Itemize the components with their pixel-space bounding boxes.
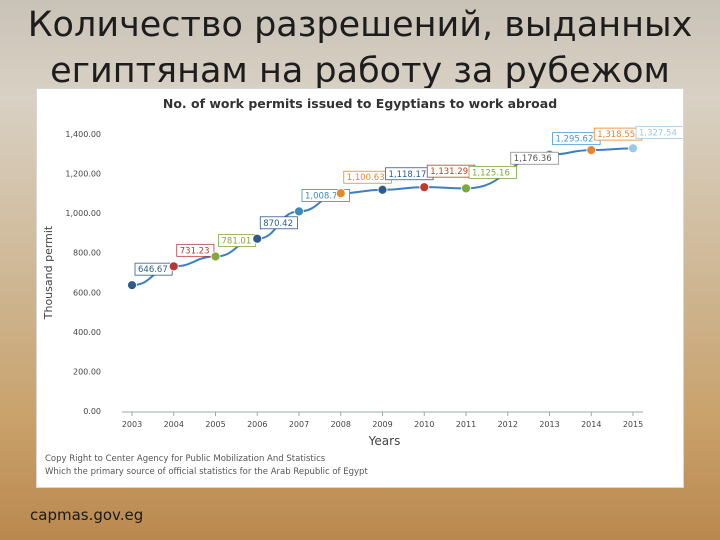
x-tick-label: 2003 <box>122 420 142 429</box>
data-point <box>377 184 388 195</box>
data-point <box>586 145 597 156</box>
data-label: 1,318.55 <box>597 130 635 140</box>
x-tick-label: 2008 <box>331 420 351 429</box>
data-label: 1,131.29 <box>430 167 468 177</box>
source-url[interactable]: capmas.gov.eg <box>30 506 144 524</box>
data-label: 646.67 <box>138 265 168 275</box>
x-tick-label: 2014 <box>581 420 601 429</box>
slide-title-line-1: Количество разрешений, выданных <box>27 5 693 45</box>
data-point <box>628 143 638 154</box>
x-tick-label: 2015 <box>623 420 643 429</box>
data-label: 870.42 <box>263 219 293 229</box>
y-axis-label: Thousand permit <box>42 225 55 320</box>
x-axis-label: Years <box>368 434 401 448</box>
data-point <box>335 188 346 199</box>
chart-footer-line-2: Which the primary source of official sta… <box>45 467 368 477</box>
y-tick-label: 600.00 <box>73 288 101 297</box>
data-label-box <box>510 151 559 165</box>
data-label-box <box>468 165 517 179</box>
work-permits-chart: No. of work permits issued to Egyptians … <box>42 96 684 477</box>
data-label-box <box>259 216 298 230</box>
slide-title: Количество разрешений, выданных египтяна… <box>0 2 720 94</box>
data-point <box>294 206 304 217</box>
y-tick-label: 1,200.00 <box>65 170 101 179</box>
y-tick-label: 1,400.00 <box>65 130 101 139</box>
data-label-box <box>176 243 215 257</box>
data-label: 1,100.63 <box>347 173 385 183</box>
x-tick-label: 2011 <box>456 420 476 429</box>
data-label: 731.23 <box>180 246 210 256</box>
slide-title-line-2: египтянам на работу за рубежом <box>50 51 670 91</box>
chart-card: No. of work permits issued to Egyptians … <box>36 88 684 488</box>
data-label: 1,125.16 <box>472 168 510 178</box>
data-label: 781.01 <box>222 236 252 246</box>
data-label: 1,295.62 <box>556 135 594 145</box>
data-point <box>210 251 221 262</box>
x-tick-label: 2010 <box>414 420 434 429</box>
x-tick-label: 2012 <box>498 420 518 429</box>
y-tick-label: 1,000.00 <box>65 209 101 218</box>
data-point <box>168 261 179 272</box>
x-tick-label: 2009 <box>372 420 392 429</box>
data-point <box>461 183 471 194</box>
data-label: 1,118.17 <box>389 170 427 180</box>
x-tick-label: 2007 <box>289 420 309 429</box>
y-tick-label: 200.00 <box>73 367 101 376</box>
data-point <box>419 182 430 193</box>
data-point <box>252 233 263 244</box>
x-tick-label: 2004 <box>164 420 184 429</box>
data-point <box>127 280 137 291</box>
data-label: 1,008.77 <box>305 191 343 201</box>
y-tick-label: 0.00 <box>83 407 101 416</box>
chart-title: No. of work permits issued to Egyptians … <box>163 96 557 111</box>
data-label: 1,176.36 <box>514 154 552 164</box>
y-tick-label: 400.00 <box>73 328 101 337</box>
x-tick-label: 2006 <box>247 420 267 429</box>
x-tick-label: 2005 <box>205 420 225 429</box>
y-tick-label: 800.00 <box>73 249 101 258</box>
series-line <box>131 147 634 287</box>
chart-footer-line-1: Copy Right to Center Agency for Public M… <box>45 454 326 464</box>
data-label: 1,327.54 <box>639 128 677 138</box>
x-tick-label: 2013 <box>539 420 559 429</box>
